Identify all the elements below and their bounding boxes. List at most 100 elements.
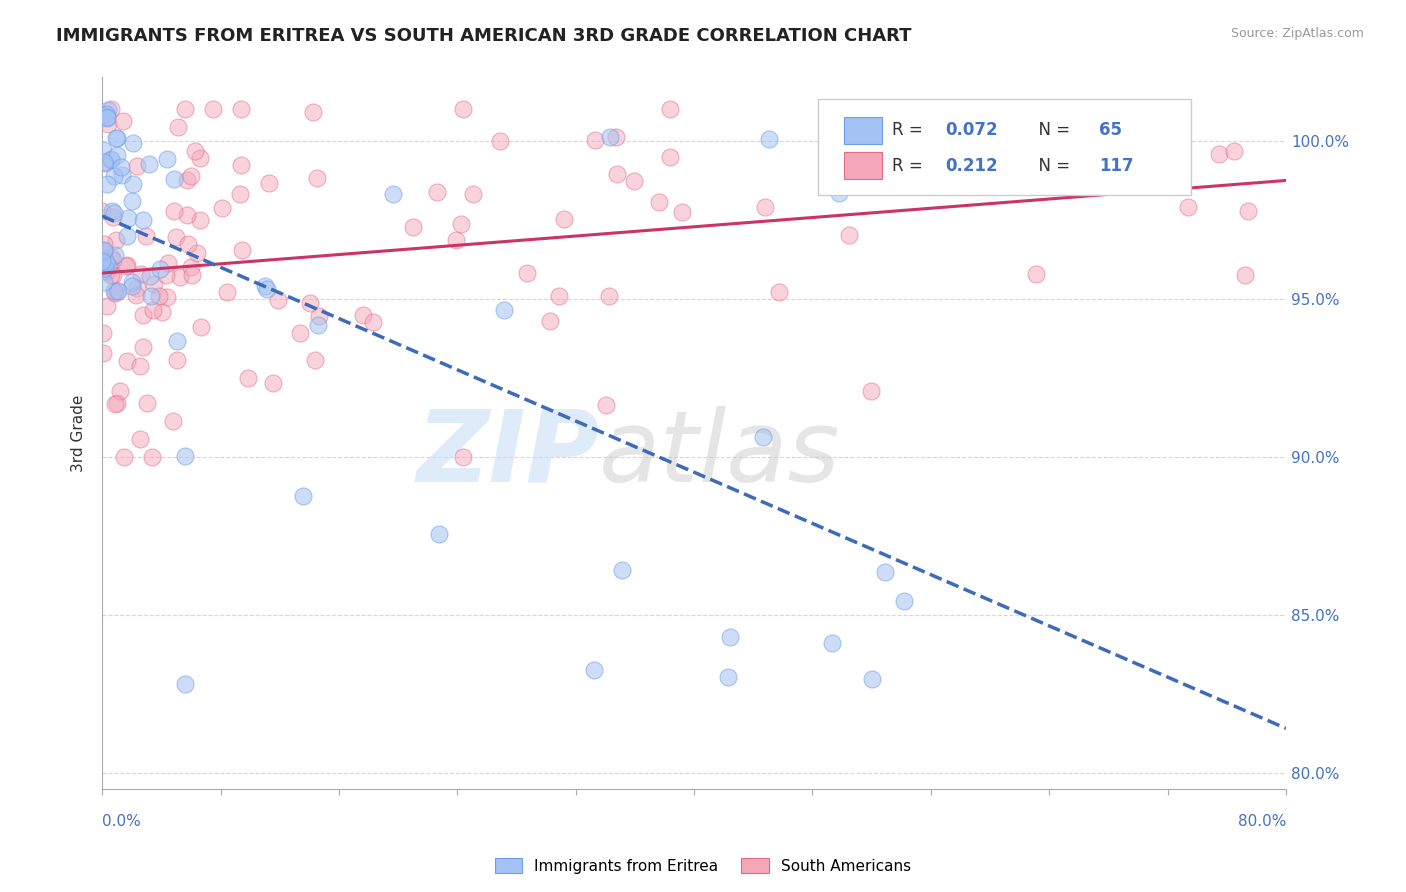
Point	[932, 150, 955, 164]
Point	[176, 236, 198, 251]
Text: N =: N =	[1028, 157, 1076, 175]
Point	[110, 160, 132, 174]
Point	[97, 116, 120, 130]
Point	[659, 102, 682, 116]
Point	[103, 205, 125, 219]
Point	[91, 108, 114, 122]
Point	[598, 289, 620, 303]
Point	[165, 230, 187, 244]
Point	[1236, 204, 1258, 219]
Point	[547, 289, 569, 303]
Point	[174, 677, 197, 691]
Point	[117, 353, 139, 368]
Point	[516, 266, 538, 280]
Point	[96, 255, 118, 269]
Point	[595, 399, 617, 413]
Point	[135, 229, 157, 244]
Point	[129, 359, 152, 373]
Point	[211, 201, 233, 215]
Point	[290, 326, 312, 341]
Point	[162, 172, 184, 186]
Point	[426, 185, 449, 199]
Point	[100, 102, 122, 116]
Point	[623, 174, 645, 188]
Point	[236, 371, 259, 385]
Point	[104, 286, 127, 301]
Point	[96, 107, 118, 121]
Point	[1208, 146, 1230, 161]
Point	[96, 178, 118, 192]
Point	[142, 277, 165, 292]
Point	[96, 264, 118, 278]
Point	[166, 353, 188, 368]
Point	[752, 429, 775, 443]
Point	[427, 526, 450, 541]
Point	[302, 105, 325, 120]
Point	[463, 186, 485, 201]
Point	[229, 187, 252, 202]
Point	[115, 229, 138, 244]
Point	[94, 156, 117, 170]
Point	[93, 244, 115, 259]
Point	[768, 285, 790, 299]
Point	[97, 103, 120, 117]
Point	[352, 308, 374, 322]
Text: R =: R =	[891, 121, 928, 139]
Point	[184, 144, 207, 158]
Point	[381, 187, 404, 202]
Point	[553, 211, 575, 226]
Point	[111, 168, 134, 182]
Point	[256, 282, 278, 296]
Point	[132, 213, 155, 227]
Point	[718, 630, 741, 644]
Point	[135, 396, 157, 410]
Point	[299, 296, 322, 310]
Point	[180, 260, 202, 274]
Point	[132, 308, 155, 322]
Point	[121, 194, 143, 208]
Text: atlas: atlas	[599, 406, 841, 503]
Point	[838, 227, 860, 242]
Point	[307, 318, 329, 333]
Point	[148, 261, 170, 276]
Point	[754, 200, 776, 214]
Point	[103, 285, 125, 299]
Point	[179, 169, 201, 183]
Point	[190, 212, 212, 227]
Point	[138, 157, 160, 171]
Point	[658, 150, 681, 164]
Point	[107, 284, 129, 298]
Point	[96, 112, 118, 126]
Point	[873, 565, 896, 579]
Point	[217, 285, 239, 299]
Point	[363, 315, 385, 329]
Point	[492, 303, 515, 318]
Point	[229, 158, 252, 172]
Point	[1222, 144, 1244, 158]
Point	[717, 670, 740, 684]
Point	[125, 281, 148, 295]
Point	[163, 204, 186, 219]
Point	[91, 326, 114, 341]
Point	[671, 205, 693, 219]
Point	[860, 384, 883, 398]
Point	[91, 346, 114, 360]
Point	[166, 120, 188, 135]
Text: 0.212: 0.212	[945, 157, 998, 175]
Point	[162, 414, 184, 428]
Point	[538, 314, 561, 328]
Point	[132, 340, 155, 354]
Point	[583, 133, 606, 147]
Point	[190, 320, 212, 334]
Point	[176, 208, 198, 222]
Point	[100, 250, 122, 264]
Point	[121, 275, 143, 289]
Point	[91, 263, 114, 277]
Point	[152, 304, 174, 318]
Point	[307, 171, 329, 186]
Point	[91, 203, 114, 218]
Point	[96, 299, 118, 313]
Point	[821, 636, 844, 650]
Point	[105, 395, 128, 409]
Point	[605, 130, 627, 145]
